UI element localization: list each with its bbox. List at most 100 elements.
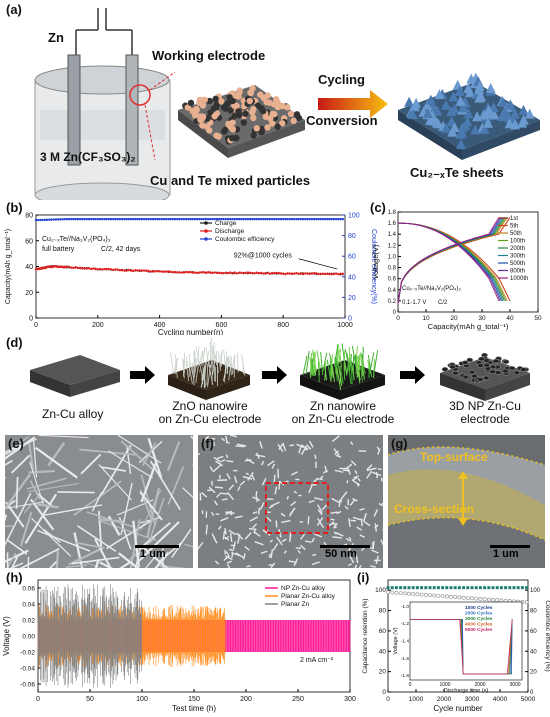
data-point bbox=[94, 267, 97, 271]
data-point bbox=[171, 270, 175, 274]
data-point bbox=[262, 272, 265, 275]
retention-point bbox=[482, 597, 487, 602]
data-point bbox=[339, 217, 342, 221]
data-point bbox=[160, 217, 164, 221]
retention-point bbox=[423, 593, 428, 597]
retention-label: 92%@1000 cycles bbox=[234, 252, 293, 259]
data-point bbox=[253, 272, 256, 275]
data-point bbox=[134, 269, 137, 272]
x-tick-label: 3000 bbox=[465, 696, 480, 703]
data-point bbox=[279, 272, 283, 275]
inset-legend-text: 4000 Cycles bbox=[465, 622, 493, 628]
y-tick-label: 0.8 bbox=[388, 266, 397, 272]
retention-point bbox=[432, 593, 437, 598]
y-axis-label: Capacitance retention (%) bbox=[362, 598, 369, 673]
data-point bbox=[242, 272, 245, 275]
data-point bbox=[277, 217, 280, 221]
data-point bbox=[67, 265, 71, 268]
y-right-tick-label: 60 bbox=[348, 254, 356, 261]
legend-text: NP Zn-Cu alloy bbox=[281, 585, 326, 592]
y-tick-label: 40 bbox=[25, 264, 33, 271]
data-point bbox=[244, 217, 247, 221]
ce-point bbox=[436, 586, 440, 590]
data-point bbox=[195, 271, 199, 275]
inset-frame bbox=[409, 601, 523, 681]
data-point bbox=[202, 270, 205, 274]
data-point bbox=[321, 217, 325, 221]
data-point bbox=[39, 218, 42, 222]
data-point bbox=[279, 217, 283, 221]
discharge-curve bbox=[397, 222, 500, 302]
y-right-tick-label: 20 bbox=[530, 670, 537, 676]
y-right-tick-label: 20 bbox=[348, 295, 356, 302]
data-point bbox=[257, 271, 261, 275]
y-tick-label: 0.02 bbox=[22, 618, 35, 625]
data-point bbox=[173, 217, 177, 221]
data-point bbox=[85, 217, 88, 221]
y-tick-label: 1.8 bbox=[388, 210, 397, 216]
x-tick-label: 10 bbox=[422, 315, 430, 322]
data-point bbox=[76, 266, 80, 270]
data-point bbox=[70, 266, 73, 269]
legend-text: 800th bbox=[510, 269, 525, 275]
plot-frame bbox=[35, 214, 346, 319]
inset-curve bbox=[410, 618, 513, 675]
data-point bbox=[83, 217, 86, 221]
scale-label-e: 1 um bbox=[140, 548, 166, 560]
legend-text: 300th bbox=[510, 254, 525, 260]
x-tick-label: 600 bbox=[216, 322, 228, 329]
data-point bbox=[264, 272, 267, 275]
ce-point bbox=[411, 586, 415, 590]
data-point bbox=[191, 271, 194, 274]
data-point bbox=[76, 217, 80, 221]
y-tick-label: 0.06 bbox=[22, 586, 35, 593]
legend-marker bbox=[204, 229, 208, 233]
data-point bbox=[226, 271, 230, 275]
data-point bbox=[191, 217, 194, 221]
y-tick-label: 0.00 bbox=[22, 634, 35, 641]
charge-curve bbox=[397, 217, 500, 304]
data-point bbox=[337, 217, 340, 221]
data-point bbox=[54, 218, 58, 221]
data-point bbox=[284, 217, 287, 221]
data-point bbox=[107, 217, 111, 221]
y-tick-label: -0.04 bbox=[20, 666, 35, 673]
data-point bbox=[129, 217, 133, 221]
data-point bbox=[299, 272, 303, 275]
data-point bbox=[237, 271, 241, 274]
inset-x-tick-label: 3000 bbox=[509, 682, 520, 688]
y-right-tick-label: 100 bbox=[530, 588, 541, 594]
data-point bbox=[264, 217, 267, 221]
data-point bbox=[180, 271, 183, 274]
y-tick-label: -0.06 bbox=[20, 682, 35, 689]
ce-point bbox=[394, 586, 398, 590]
data-point bbox=[229, 217, 232, 221]
data-point bbox=[94, 217, 97, 221]
retention-point bbox=[407, 591, 411, 596]
step-zno-nanowire: ZnO nanowire on Zn-Cu electrode bbox=[158, 399, 262, 426]
data-point bbox=[270, 271, 274, 275]
panel-h-label: (h) bbox=[6, 570, 23, 585]
data-point bbox=[200, 271, 203, 274]
y-tick-label: 0.6 bbox=[388, 277, 397, 283]
data-point bbox=[323, 217, 327, 221]
ce-point bbox=[420, 586, 424, 590]
data-point bbox=[87, 267, 91, 270]
ce-point bbox=[453, 586, 457, 590]
series-2 bbox=[37, 584, 142, 688]
data-point bbox=[120, 269, 124, 272]
legend-text: 200th bbox=[510, 246, 525, 252]
data-point bbox=[180, 217, 183, 221]
data-point bbox=[290, 272, 294, 275]
data-point bbox=[242, 217, 245, 221]
inset-y-tick-label: -1.6 bbox=[401, 656, 410, 662]
retention-point bbox=[486, 597, 491, 602]
data-point bbox=[48, 218, 51, 221]
data-point bbox=[138, 217, 141, 221]
data-point bbox=[266, 271, 269, 274]
working-electrode-label: Working electrode bbox=[152, 48, 266, 63]
data-point bbox=[37, 218, 40, 222]
panel-c-chart: 0 10 20 30 40 50 0 0.2 0.4 0.6 0.8 1.0 1.2 1.4 1.6 1.8 C… bbox=[371, 210, 542, 331]
y-tick-label: 1.6 bbox=[388, 221, 397, 227]
data-point bbox=[107, 267, 111, 271]
